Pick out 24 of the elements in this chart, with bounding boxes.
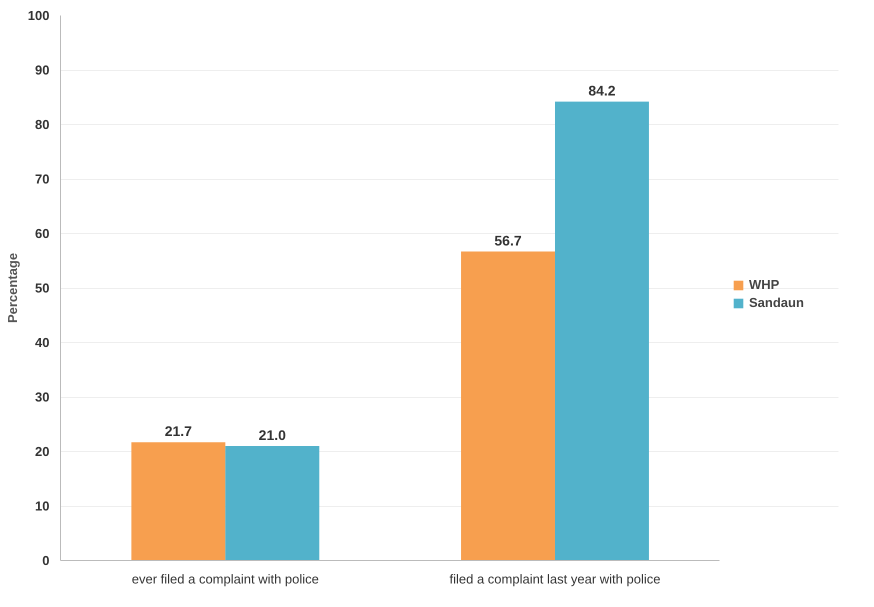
bar bbox=[461, 251, 555, 560]
y-axis-title: Percentage bbox=[4, 252, 20, 324]
bar bbox=[554, 102, 649, 560]
y-tick-label: 20 bbox=[35, 444, 50, 459]
legend-label: WHP bbox=[749, 277, 780, 292]
bar bbox=[225, 446, 320, 560]
y-tick-label: 70 bbox=[35, 172, 50, 186]
data-label: 56.7 bbox=[494, 232, 522, 248]
y-tick-label: 40 bbox=[35, 335, 50, 350]
legend-label: Sandaun bbox=[749, 295, 804, 310]
data-label: 21.0 bbox=[258, 427, 286, 444]
data-label: 21.7 bbox=[164, 423, 192, 440]
y-tick-label: 80 bbox=[35, 117, 50, 132]
x-tick-label: ever filed a complaint with police bbox=[132, 572, 319, 586]
y-tick-label: 50 bbox=[35, 280, 50, 296]
y-tick-label: 90 bbox=[35, 62, 50, 78]
data-label: 84.2 bbox=[588, 82, 616, 99]
x-tick-label: filed a complaint last year with police bbox=[449, 572, 660, 586]
y-tick-label: 100 bbox=[28, 8, 50, 23]
bar bbox=[131, 442, 226, 560]
y-tick-label: 0 bbox=[42, 553, 50, 568]
y-tick-label: 10 bbox=[35, 498, 50, 514]
y-tick-label: 60 bbox=[35, 226, 50, 241]
y-tick-label: 30 bbox=[35, 390, 50, 404]
